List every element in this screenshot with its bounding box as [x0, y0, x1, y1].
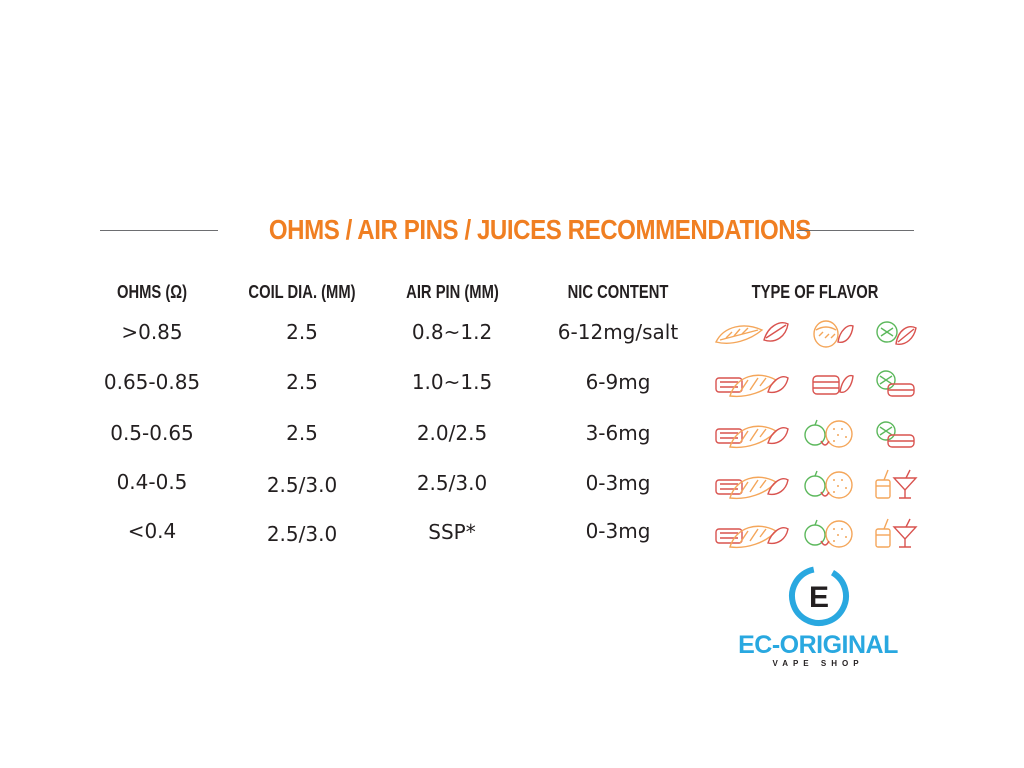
cell-air-pin: 2.5/3.0	[416, 471, 488, 495]
column-header-ohms: OHMS (Ω)	[116, 282, 188, 302]
fruit-icon	[803, 468, 859, 502]
mint-icon	[874, 417, 918, 451]
logo-letter: E	[809, 581, 829, 614]
cell-coil: 2.5/3.0	[266, 522, 338, 546]
cell-ohms: 0.5-0.65	[110, 421, 194, 445]
title-divider-left	[100, 230, 218, 231]
mint-icon	[874, 366, 918, 400]
cell-nic: 6-9mg	[585, 370, 651, 394]
cell-nic: 0-3mg	[585, 471, 651, 495]
dessert-icon	[714, 417, 790, 451]
cell-ohms: 0.4-0.5	[116, 470, 188, 494]
cell-nic: 3-6mg	[585, 421, 651, 445]
cell-coil: 2.5/3.0	[266, 473, 338, 497]
tobacco-icon	[714, 316, 790, 350]
cell-ohms: 0.65-0.85	[103, 370, 201, 394]
cell-nic: 0-3mg	[585, 519, 651, 543]
dessert-icon	[714, 366, 790, 400]
column-header-coil: COIL DIA. (MM)	[248, 282, 356, 302]
title-divider-right	[797, 230, 914, 231]
column-header-flavor: TYPE OF FLAVOR	[751, 282, 879, 302]
mint-icon	[874, 316, 918, 350]
logo-tagline: VAPE SHOP	[772, 659, 864, 668]
brand-logo: E EC-ORIGINAL VAPE SHOP	[730, 565, 906, 675]
cell-ohms: <0.4	[127, 519, 177, 543]
cell-nic: 6-12mg/salt	[557, 320, 679, 344]
cell-ohms: >0.85	[121, 320, 183, 344]
cell-air-pin: 2.0/2.5	[416, 421, 488, 445]
column-header-nic: NIC CONTENT	[567, 282, 669, 302]
column-header-air-pin: AIR PIN (MM)	[406, 282, 499, 302]
nut-icon	[810, 316, 854, 350]
cell-coil: 2.5	[286, 370, 318, 394]
drink-icon	[872, 466, 920, 502]
cell-coil: 2.5	[286, 421, 318, 445]
fruit-icon	[803, 517, 859, 551]
cell-air-pin: 1.0~1.5	[411, 370, 493, 394]
dessert-icon	[714, 468, 790, 502]
page-title: OHMS / AIR PINS / JUICES RECOMMENDATIONS	[268, 214, 811, 245]
cake-icon	[810, 366, 854, 400]
logo-mark-icon: E	[786, 565, 852, 627]
fruit-icon	[803, 417, 859, 451]
dessert-icon	[714, 517, 790, 551]
drink-icon	[872, 515, 920, 551]
cell-coil: 2.5	[286, 320, 318, 344]
title-row: OHMS / AIR PINS / JUICES RECOMMENDATIONS	[100, 212, 914, 252]
cell-air-pin: 0.8~1.2	[411, 320, 493, 344]
logo-name: EC-ORIGINAL	[738, 631, 898, 659]
cell-air-pin: SSP*	[428, 520, 476, 544]
